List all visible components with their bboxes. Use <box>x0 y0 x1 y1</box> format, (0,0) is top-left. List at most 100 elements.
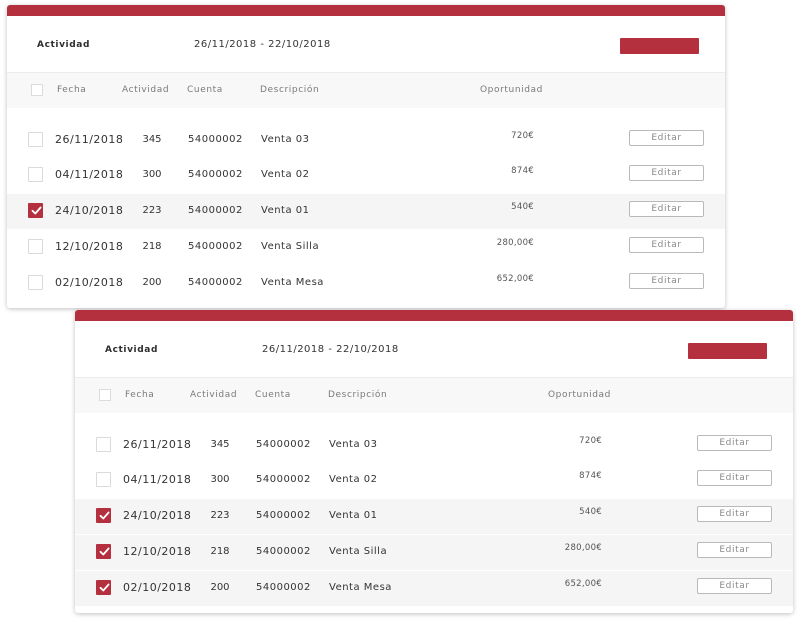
cell-actividad: 223 <box>142 205 162 216</box>
cell-cuenta: 54000002 <box>188 205 243 216</box>
column-header-descripcion[interactable]: Descripción <box>260 85 320 95</box>
cell-fecha: 02/10/2018 <box>123 581 192 594</box>
cell-oportunidad: 652,00€ <box>564 579 602 589</box>
row-checkbox[interactable] <box>96 472 111 487</box>
edit-button[interactable]: Editar <box>629 201 704 217</box>
cell-descripcion: Venta Mesa <box>261 277 324 288</box>
cell-actividad: 300 <box>142 169 162 180</box>
cell-fecha: 26/11/2018 <box>55 133 124 146</box>
header-action-button[interactable] <box>620 38 699 54</box>
column-header-descripcion[interactable]: Descripción <box>328 390 388 400</box>
cell-actividad: 200 <box>210 582 230 593</box>
cell-cuenta: 54000002 <box>256 474 311 485</box>
row-checkbox[interactable] <box>96 544 111 559</box>
table-row[interactable]: 26/11/2018 345 54000002 Venta 03 720€ Editar <box>7 123 725 158</box>
edit-button[interactable]: Editar <box>697 542 772 558</box>
row-checkbox[interactable] <box>28 132 43 147</box>
table-row[interactable]: 04/11/2018 300 54000002 Venta 02 874€ Editar <box>75 463 793 498</box>
cell-descripcion: Venta 02 <box>329 474 378 485</box>
table-header: Fecha Actividad Cuenta Descripción Oport… <box>7 73 725 108</box>
cell-oportunidad: 540€ <box>579 507 602 517</box>
activity-card-1: Actividad 26/11/2018 - 22/10/2018 Fecha … <box>7 5 725 308</box>
cell-descripcion: Venta 01 <box>261 205 310 216</box>
cell-oportunidad: 874€ <box>511 166 534 176</box>
cell-fecha: 24/10/2018 <box>55 204 124 217</box>
cell-actividad: 200 <box>142 277 162 288</box>
cell-actividad: 300 <box>210 474 230 485</box>
row-checkbox[interactable] <box>96 437 111 452</box>
cell-fecha: 02/10/2018 <box>55 276 124 289</box>
edit-button[interactable]: Editar <box>697 435 772 451</box>
table-row[interactable]: 24/10/2018 223 54000002 Venta 01 540€ Editar <box>7 194 725 229</box>
row-checkbox[interactable] <box>28 239 43 254</box>
card-top-bar <box>7 5 725 16</box>
table-row[interactable]: 04/11/2018 300 54000002 Venta 02 874€ Editar <box>7 158 725 193</box>
row-checkbox[interactable] <box>28 275 43 290</box>
card-title: Actividad <box>37 40 90 50</box>
check-icon <box>31 206 42 215</box>
table-row[interactable]: 26/11/2018 345 54000002 Venta 03 720€ Editar <box>75 428 793 463</box>
table-row[interactable]: 02/10/2018 200 54000002 Venta Mesa 652,00€ Ed… <box>75 571 793 606</box>
cell-actividad: 223 <box>210 510 230 521</box>
column-header-actividad[interactable]: Actividad <box>122 85 170 95</box>
cell-cuenta: 54000002 <box>256 582 311 593</box>
table-header: Fecha Actividad Cuenta Descripción Oport… <box>75 378 793 413</box>
cell-descripcion: Venta 01 <box>329 510 378 521</box>
cell-oportunidad: 280,00€ <box>564 543 602 553</box>
cell-fecha: 12/10/2018 <box>55 240 124 253</box>
activity-card-2: Actividad 26/11/2018 - 22/10/2018 Fecha … <box>75 310 793 613</box>
cell-cuenta: 54000002 <box>188 241 243 252</box>
row-checkbox[interactable] <box>96 580 111 595</box>
column-header-fecha[interactable]: Fecha <box>57 85 87 95</box>
check-icon <box>99 583 110 592</box>
column-header-oportunidad[interactable]: Oportunidad <box>480 85 543 95</box>
column-header-fecha[interactable]: Fecha <box>125 390 155 400</box>
cell-cuenta: 54000002 <box>256 439 311 450</box>
column-header-actividad[interactable]: Actividad <box>190 390 238 400</box>
row-checkbox[interactable] <box>28 167 43 182</box>
cell-oportunidad: 874€ <box>579 471 602 481</box>
table-row[interactable]: 12/10/2018 218 54000002 Venta Silla 280,00€ E… <box>7 230 725 265</box>
select-all-checkbox[interactable] <box>99 389 111 401</box>
edit-button[interactable]: Editar <box>629 273 704 289</box>
edit-button[interactable]: Editar <box>697 470 772 486</box>
table-row[interactable]: 12/10/2018 218 54000002 Venta Silla 280,00€ E… <box>75 535 793 570</box>
check-icon <box>99 511 110 520</box>
cell-fecha: 04/11/2018 <box>55 168 124 181</box>
cell-actividad: 218 <box>210 546 230 557</box>
date-range: 26/11/2018 - 22/10/2018 <box>262 344 399 355</box>
cell-cuenta: 54000002 <box>256 510 311 521</box>
cell-oportunidad: 720€ <box>511 131 534 141</box>
cell-actividad: 345 <box>210 439 230 450</box>
table-row[interactable]: 24/10/2018 223 54000002 Venta 01 540€ Editar <box>75 499 793 534</box>
cell-actividad: 218 <box>142 241 162 252</box>
card-title: Actividad <box>105 345 158 355</box>
date-range: 26/11/2018 - 22/10/2018 <box>194 39 331 50</box>
card-top-bar <box>75 310 793 321</box>
edit-button[interactable]: Editar <box>629 165 704 181</box>
cell-fecha: 12/10/2018 <box>123 545 192 558</box>
edit-button[interactable]: Editar <box>697 578 772 594</box>
edit-button[interactable]: Editar <box>629 130 704 146</box>
cell-descripcion: Venta Mesa <box>329 582 392 593</box>
cell-cuenta: 54000002 <box>188 134 243 145</box>
cell-actividad: 345 <box>142 134 162 145</box>
column-header-oportunidad[interactable]: Oportunidad <box>548 390 611 400</box>
check-icon <box>99 547 110 556</box>
cell-descripcion: Venta 03 <box>261 134 310 145</box>
edit-button[interactable]: Editar <box>629 237 704 253</box>
cell-cuenta: 54000002 <box>256 546 311 557</box>
edit-button[interactable]: Editar <box>697 506 772 522</box>
header-action-button[interactable] <box>688 343 767 359</box>
table-row[interactable]: 02/10/2018 200 54000002 Venta Mesa 652,00€ Ed… <box>7 266 725 301</box>
row-checkbox[interactable] <box>28 203 43 218</box>
row-checkbox[interactable] <box>96 508 111 523</box>
column-header-cuenta[interactable]: Cuenta <box>187 85 223 95</box>
cell-fecha: 04/11/2018 <box>123 473 192 486</box>
cell-cuenta: 54000002 <box>188 277 243 288</box>
cell-oportunidad: 280,00€ <box>496 238 534 248</box>
select-all-checkbox[interactable] <box>31 84 43 96</box>
column-header-cuenta[interactable]: Cuenta <box>255 390 291 400</box>
cell-cuenta: 54000002 <box>188 169 243 180</box>
divider <box>75 377 793 378</box>
